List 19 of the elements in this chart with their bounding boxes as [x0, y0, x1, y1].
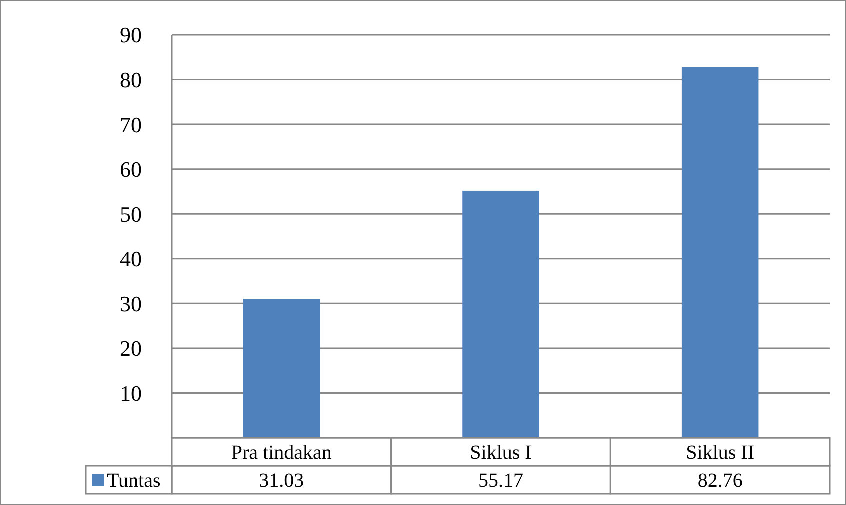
x-tick-label: Pra tindakan	[231, 442, 332, 464]
y-tick-label: 70	[120, 112, 142, 138]
y-tick-label: 90	[120, 22, 142, 48]
bar	[682, 67, 759, 438]
y-tick-label: 10	[120, 380, 142, 406]
legend-label: Tuntas	[107, 470, 161, 492]
data-label: 55.17	[478, 470, 524, 492]
x-tick-label: Siklus II	[686, 442, 755, 464]
data-label: 82.76	[698, 470, 743, 492]
y-tick-label: 60	[120, 157, 142, 182]
y-tick-label: 30	[120, 291, 142, 316]
y-tick-label: 20	[120, 336, 142, 362]
y-tick-label: 50	[120, 202, 142, 227]
x-tick-label: Siklus I	[470, 442, 532, 464]
y-tick-label: 40	[120, 246, 142, 272]
data-label: 31.03	[259, 470, 304, 492]
y-tick-label: 80	[120, 67, 142, 92]
bar	[243, 299, 320, 438]
bar	[462, 190, 540, 438]
